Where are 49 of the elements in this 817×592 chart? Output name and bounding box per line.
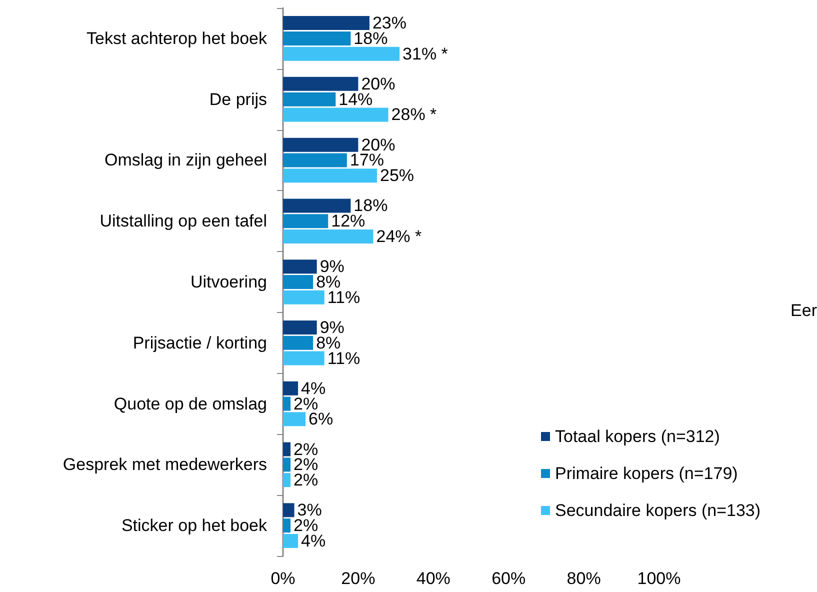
y-tick-label: Sticker op het boek	[121, 516, 268, 536]
text: Eer	[790, 301, 817, 320]
bar	[283, 260, 317, 274]
bar	[283, 198, 351, 213]
bar	[283, 168, 377, 183]
bar	[283, 76, 358, 91]
legend-label: Primaire kopers (n=179)	[555, 464, 738, 483]
bar	[283, 442, 291, 456]
bar	[283, 381, 298, 396]
y-tick-label: Prijsactie / korting	[132, 333, 267, 352]
bar	[283, 396, 291, 411]
bar	[283, 16, 370, 30]
data-label: 24% *	[376, 227, 422, 246]
y-tick-label: De prijs	[209, 90, 267, 109]
y-tick-label: Gesprek met medewerkers	[62, 455, 267, 474]
bar	[283, 473, 291, 488]
bar	[283, 275, 314, 289]
bar	[283, 92, 336, 106]
bar	[283, 534, 298, 548]
bar	[283, 320, 317, 334]
bar	[283, 503, 294, 518]
x-tick-label: 80%	[566, 569, 601, 588]
x-tick-label: 60%	[492, 569, 526, 588]
bar	[283, 31, 351, 46]
bar	[283, 138, 358, 152]
bar	[283, 351, 324, 366]
y-tick-label: Omslag in zijn geheel	[104, 150, 267, 170]
bar	[283, 153, 347, 168]
x-tick-label: 20%	[341, 569, 376, 588]
bar	[283, 108, 388, 122]
legend-label: Totaal kopers (n=312)	[555, 427, 720, 446]
bar	[283, 230, 374, 244]
bar	[283, 290, 324, 304]
bar	[283, 458, 291, 472]
bar	[283, 336, 314, 350]
bar	[283, 518, 291, 533]
x-tick-label: 100%	[637, 569, 681, 588]
y-tick-label: Uitstalling op een tafel	[100, 212, 267, 231]
legend-label: Secundaire kopers (n=133)	[555, 501, 761, 520]
x-tick-label: 0%	[270, 569, 296, 588]
y-tick-label: Quote op de omslag	[114, 394, 267, 414]
y-tick-label: Tekst achterop het boek	[86, 28, 268, 48]
y-tick-label: Uitvoering	[190, 272, 267, 292]
bar	[283, 46, 400, 61]
bar	[283, 214, 328, 228]
data-label: 28% *	[391, 105, 438, 124]
bar	[283, 412, 306, 426]
data-label: 31% *	[402, 44, 448, 64]
x-tick-label: 40%	[416, 569, 450, 588]
